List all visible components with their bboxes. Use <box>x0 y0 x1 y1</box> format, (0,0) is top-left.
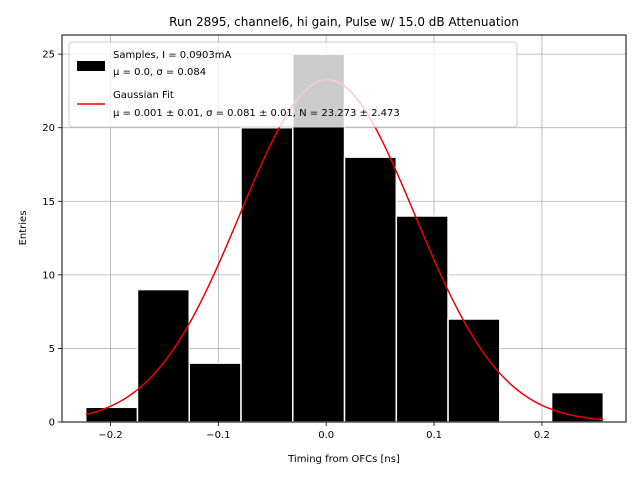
chart-title: Run 2895, channel6, hi gain, Pulse w/ 15… <box>169 15 519 29</box>
histogram-bar <box>343 156 398 423</box>
y-tick-label: 5 <box>49 344 55 355</box>
x-axis-label: Timing from OFCs [ns] <box>287 454 400 465</box>
histogram-bar <box>550 391 605 423</box>
histogram-bar <box>84 406 139 423</box>
legend-samples-stats: μ = 0.0, σ = 0.084 <box>113 67 206 78</box>
legend-fit-params: μ = 0.001 ± 0.01, σ = 0.081 ± 0.01, N = … <box>113 108 400 119</box>
legend-fit-label: Gaussian Fit <box>113 90 174 101</box>
histogram-bar <box>188 362 242 423</box>
x-tick-label: 0.0 <box>318 430 334 441</box>
histogram-bar <box>136 288 191 423</box>
y-tick-label: 15 <box>42 197 55 208</box>
x-tick-label: 0.1 <box>426 430 442 441</box>
legend-samples-label: Samples, I = 0.0903mA <box>113 50 231 61</box>
y-tick-label: 0 <box>49 418 55 429</box>
x-tick-label: −0.1 <box>206 430 230 441</box>
legend: Samples, I = 0.0903mA μ = 0.0, σ = 0.084… <box>68 41 518 128</box>
legend-box <box>68 41 518 128</box>
x-axis-ticks: −0.2 −0.1 0.0 0.1 0.2 <box>98 422 550 441</box>
x-tick-label: −0.2 <box>98 430 122 441</box>
legend-samples-swatch <box>77 61 105 71</box>
histogram-bar <box>447 318 501 423</box>
y-tick-label: 25 <box>42 50 55 61</box>
y-axis-ticks: 0 5 10 15 20 25 <box>42 50 62 429</box>
y-axis-label: Entries <box>18 211 29 246</box>
histogram-bar <box>395 215 449 423</box>
x-tick-label: 0.2 <box>534 430 550 441</box>
y-tick-label: 20 <box>42 123 55 134</box>
plot-frame <box>61 34 627 423</box>
y-tick-label: 10 <box>42 270 55 281</box>
histogram-bar <box>240 126 294 423</box>
